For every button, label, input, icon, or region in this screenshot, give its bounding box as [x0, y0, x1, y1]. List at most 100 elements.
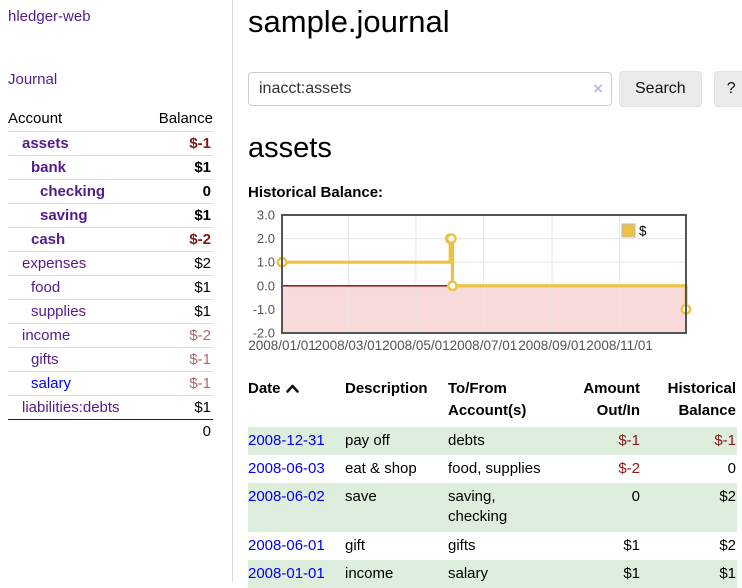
- search-input[interactable]: [248, 72, 612, 106]
- register-col-description: Description: [345, 376, 448, 427]
- sidebar-account-row: income $-2: [8, 324, 213, 348]
- svg-text:2008/03/01: 2008/03/01: [315, 338, 383, 353]
- transaction-description: pay off: [345, 427, 448, 455]
- main-content: sample.journal × Search ? assets Histori…: [248, 0, 738, 588]
- register-col-date[interactable]: Date: [248, 376, 345, 427]
- register-col-historical-balance: Historical Balance: [641, 376, 737, 427]
- account-balance: $-1: [111, 372, 214, 396]
- sidebar-account-row: food $1: [8, 276, 213, 300]
- account-balance: $2: [111, 252, 214, 276]
- transaction-amount: $1: [560, 532, 641, 560]
- sidebar-account-link-cash[interactable]: cash: [31, 231, 65, 248]
- search-button[interactable]: Search: [619, 71, 702, 107]
- transaction-balance: $1: [641, 560, 737, 588]
- transaction-amount: $1: [560, 560, 641, 588]
- sidebar-account-link-food[interactable]: food: [31, 279, 60, 296]
- accounts-table: Account Balance assets $-1 bank $1 checking 0…: [8, 107, 213, 443]
- sidebar-account-row: bank $1: [8, 156, 213, 180]
- page-title: sample.journal: [248, 4, 738, 40]
- transaction-date-cell: 2008-06-01: [248, 532, 345, 560]
- sidebar-account-link-checking[interactable]: checking: [40, 183, 105, 200]
- help-button[interactable]: ?: [714, 71, 742, 107]
- transaction-accounts: food, supplies: [448, 455, 560, 483]
- account-balance: $1: [111, 204, 214, 228]
- sidebar-account-row: assets $-1: [8, 132, 213, 156]
- sort-asc-icon: [286, 378, 299, 400]
- transaction-balance: $2: [641, 532, 737, 560]
- transaction-date-link[interactable]: 2008-01-01: [248, 565, 325, 582]
- accounts-total-value: 0: [111, 420, 214, 444]
- svg-text:2008/07/01: 2008/07/01: [450, 338, 518, 353]
- transaction-date-cell: 2008-12-31: [248, 427, 345, 455]
- svg-text:0.0: 0.0: [257, 278, 275, 293]
- clear-search-icon[interactable]: ×: [593, 80, 603, 97]
- sidebar: hledger-web Journal Account Balance asse…: [0, 0, 233, 582]
- sidebar-account-row: expenses $2: [8, 252, 213, 276]
- transaction-description: gift: [345, 532, 448, 560]
- brand-link[interactable]: hledger-web: [8, 8, 232, 25]
- accounts-header-row: Account Balance: [8, 107, 213, 132]
- transaction-date-cell: 2008-01-01: [248, 560, 345, 588]
- account-balance: $-1: [111, 132, 214, 156]
- account-balance: $-2: [111, 324, 214, 348]
- transaction-description: income: [345, 560, 448, 588]
- sidebar-account-link-income[interactable]: income: [22, 327, 70, 344]
- transaction-date-link[interactable]: 2008-06-01: [248, 537, 325, 554]
- svg-text:$: $: [639, 224, 647, 239]
- transaction-amount: $-2: [560, 455, 641, 483]
- transaction-accounts: gifts: [448, 532, 560, 560]
- transaction-accounts: salary: [448, 560, 560, 588]
- sidebar-account-link-supplies[interactable]: supplies: [31, 303, 86, 320]
- transaction-date-cell: 2008-06-03: [248, 455, 345, 483]
- svg-text:3.0: 3.0: [257, 210, 275, 223]
- chart-label: Historical Balance:: [248, 184, 738, 201]
- transaction-balance: $2: [641, 483, 737, 532]
- sidebar-account-link-bank[interactable]: bank: [31, 159, 66, 176]
- svg-text:2008/01/01: 2008/01/01: [248, 338, 316, 353]
- legend-swatch: [622, 224, 635, 237]
- account-balance: $-1: [111, 348, 214, 372]
- transaction-date-link[interactable]: 2008-06-03: [248, 460, 325, 477]
- transaction-balance: $-1: [641, 427, 737, 455]
- account-balance: $1: [111, 300, 214, 324]
- transaction-description: save: [345, 483, 448, 532]
- sidebar-account-row: salary $-1: [8, 372, 213, 396]
- transaction-date-link[interactable]: 2008-12-31: [248, 432, 325, 449]
- sidebar-account-link-expenses[interactable]: expenses: [22, 255, 86, 272]
- sidebar-account-row: cash $-2: [8, 228, 213, 252]
- account-heading: assets: [248, 132, 738, 165]
- sidebar-account-row: gifts $-1: [8, 348, 213, 372]
- sidebar-account-link-liabilities-debts[interactable]: liabilities:debts: [22, 399, 120, 416]
- accounts-total-row: 0: [8, 420, 213, 444]
- account-balance: $1: [111, 396, 214, 420]
- svg-text:1.0: 1.0: [257, 255, 275, 270]
- transaction-accounts: debts: [448, 427, 560, 455]
- accounts-col-balance: Balance: [111, 107, 214, 132]
- sidebar-account-link-assets[interactable]: assets: [22, 135, 69, 152]
- account-balance: $1: [111, 156, 214, 180]
- sidebar-account-row: saving $1: [8, 204, 213, 228]
- account-balance: $-2: [111, 228, 214, 252]
- sidebar-account-link-gifts[interactable]: gifts: [31, 351, 59, 368]
- register-col-amount-out-in: Amount Out/In: [560, 376, 641, 427]
- transaction-date-link[interactable]: 2008-06-02: [248, 488, 325, 505]
- transaction-accounts: saving, checking: [448, 483, 560, 532]
- sidebar-account-link-saving[interactable]: saving: [40, 207, 88, 224]
- sidebar-account-link-salary[interactable]: salary: [31, 375, 71, 392]
- transaction-amount: 0: [560, 483, 641, 532]
- svg-text:2008/05/01: 2008/05/01: [382, 338, 450, 353]
- transaction-description: eat & shop: [345, 455, 448, 483]
- svg-text:-1.0: -1.0: [253, 302, 275, 317]
- sidebar-item-journal[interactable]: Journal: [8, 71, 232, 88]
- account-balance: $1: [111, 276, 214, 300]
- search-form: × Search ?: [248, 71, 738, 107]
